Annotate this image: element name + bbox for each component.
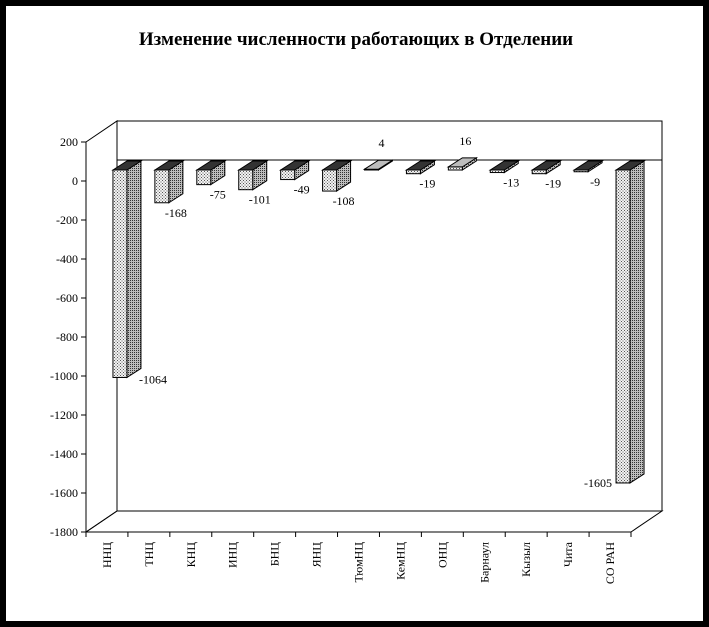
bar-chart: Изменение численности работающих в Отдел… bbox=[50, 29, 664, 584]
y-tick-label: -800 bbox=[56, 330, 78, 344]
data-labels: -1064 -168 -75 -101 -49 -108 4 -19 16 -13 -19 -9 -16… bbox=[139, 134, 612, 490]
side-wall bbox=[85, 120, 118, 533]
data-label: -13 bbox=[503, 176, 519, 190]
y-axis: 200 0 -200 -400 -600 -800 -1000 -1200 -1400 -1600… bbox=[50, 135, 87, 539]
bar bbox=[488, 160, 520, 174]
data-label: -75 bbox=[210, 188, 226, 202]
bar bbox=[111, 160, 143, 379]
floor bbox=[85, 510, 664, 533]
x-tick-label: Кызыл bbox=[519, 542, 533, 577]
x-tick-label: ОНЦ bbox=[435, 542, 449, 568]
y-tick-label: -1400 bbox=[50, 447, 78, 461]
data-label: -1064 bbox=[139, 372, 167, 386]
y-tick-label: -1000 bbox=[50, 369, 78, 383]
x-tick-label: КНЦ bbox=[184, 542, 198, 568]
chart-walls bbox=[85, 120, 664, 533]
y-tick-label: -1200 bbox=[50, 408, 78, 422]
y-tick-label: -200 bbox=[56, 213, 78, 227]
data-label: -101 bbox=[249, 193, 271, 207]
x-tick-label: ТНЦ bbox=[142, 542, 156, 567]
bar bbox=[446, 156, 479, 171]
y-tick-label: -1800 bbox=[50, 525, 78, 539]
x-tick-label: ЯНЦ bbox=[310, 542, 324, 568]
bar bbox=[362, 159, 395, 171]
y-tick-label: -1600 bbox=[50, 486, 78, 500]
data-label: -108 bbox=[333, 194, 355, 208]
y-tick-label: -400 bbox=[56, 252, 78, 266]
x-tick-label: ТюмНЦ bbox=[352, 542, 366, 583]
bar bbox=[237, 160, 269, 191]
data-label: 4 bbox=[379, 136, 385, 150]
chart-title: Изменение численности работающих в Отдел… bbox=[139, 29, 573, 50]
x-tick-label: ИНЦ bbox=[226, 542, 240, 568]
data-label: -49 bbox=[294, 183, 310, 197]
back-wall bbox=[116, 120, 663, 512]
bar bbox=[320, 160, 353, 192]
data-label: -168 bbox=[165, 206, 187, 220]
bar bbox=[530, 160, 562, 175]
x-axis: ННЦ ТНЦ КНЦ ИНЦ БНЦ ЯНЦ ТюмНЦ КемНЦ ОНЦ Барнаул Кы… bbox=[85, 531, 632, 584]
x-tick-label: Барнаул bbox=[477, 542, 491, 583]
data-label: 16 bbox=[459, 134, 471, 148]
bar-series bbox=[111, 156, 646, 484]
y-tick-label: 200 bbox=[60, 135, 78, 149]
x-tick-label: ННЦ bbox=[100, 542, 114, 568]
bar bbox=[614, 160, 646, 484]
data-label: -19 bbox=[545, 177, 561, 191]
data-label: -9 bbox=[590, 175, 600, 189]
x-tick-label: СО РАН bbox=[603, 542, 617, 584]
x-tick-label: КемНЦ bbox=[393, 542, 407, 580]
chart-frame: Изменение численности работающих в Отдел… bbox=[6, 6, 703, 621]
bar bbox=[278, 160, 311, 181]
x-tick-label: БНЦ bbox=[268, 542, 282, 567]
bar bbox=[572, 160, 604, 173]
data-label: -19 bbox=[419, 177, 435, 191]
data-label: -1605 bbox=[584, 476, 612, 490]
bar bbox=[195, 160, 227, 186]
x-tick-label: Чита bbox=[561, 541, 575, 567]
y-tick-label: -600 bbox=[56, 291, 78, 305]
y-tick-label: 0 bbox=[72, 174, 78, 188]
bar bbox=[153, 160, 185, 204]
bar bbox=[404, 160, 437, 175]
